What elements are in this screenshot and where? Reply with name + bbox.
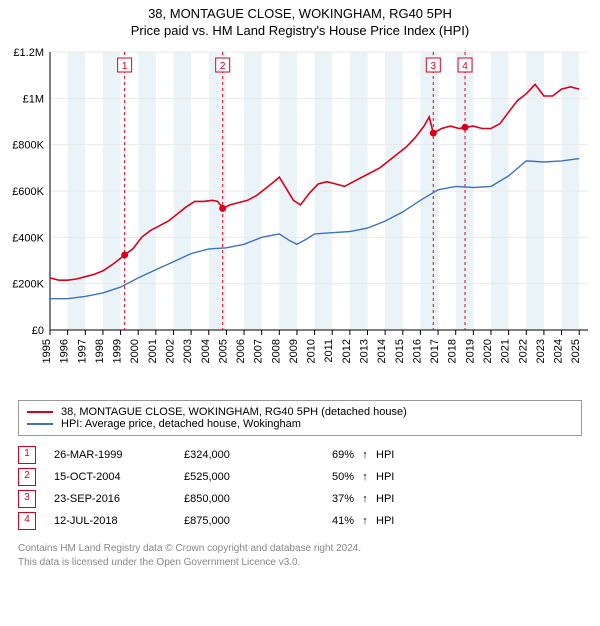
event-date: 26-MAR-1999 xyxy=(54,449,184,461)
legend-label: HPI: Average price, detached house, Woki… xyxy=(61,418,301,430)
legend-swatch xyxy=(27,411,53,413)
event-row: 1 26-MAR-1999£324,00069%↑HPI xyxy=(18,444,582,466)
legend-row: HPI: Average price, detached house, Woki… xyxy=(27,418,573,430)
svg-text:£800K: £800K xyxy=(12,140,44,152)
svg-text:2005: 2005 xyxy=(217,339,229,363)
svg-text:2010: 2010 xyxy=(306,339,318,363)
footer-text: Contains HM Land Registry data © Crown c… xyxy=(18,542,582,569)
svg-text:£600K: £600K xyxy=(12,186,44,198)
event-hpi-label: HPI xyxy=(376,515,394,527)
svg-text:1997: 1997 xyxy=(76,339,88,363)
svg-text:2006: 2006 xyxy=(235,339,247,363)
legend-label: 38, MONTAGUE CLOSE, WOKINGHAM, RG40 5PH … xyxy=(61,406,407,418)
svg-text:£1.2M: £1.2M xyxy=(13,47,44,59)
event-row: 4 12-JUL-2018£875,00041%↑HPI xyxy=(18,510,582,532)
svg-text:2023: 2023 xyxy=(535,339,547,363)
svg-text:1995: 1995 xyxy=(41,339,53,363)
footer-line-2: This data is licensed under the Open Gov… xyxy=(18,556,582,570)
event-row: 3 23-SEP-2016£850,00037%↑HPI xyxy=(18,488,582,510)
svg-text:2009: 2009 xyxy=(288,339,300,363)
svg-text:2011: 2011 xyxy=(323,339,335,363)
chart-title-sub: Price paid vs. HM Land Registry's House … xyxy=(0,23,600,38)
svg-text:2025: 2025 xyxy=(570,339,582,363)
svg-text:3: 3 xyxy=(431,61,437,72)
svg-text:2002: 2002 xyxy=(164,339,176,363)
svg-text:2019: 2019 xyxy=(464,339,476,363)
event-price: £324,000 xyxy=(184,449,294,461)
event-price: £875,000 xyxy=(184,515,294,527)
event-number-box: 4 xyxy=(18,512,36,530)
event-number-box: 1 xyxy=(18,446,36,464)
event-row: 2 15-OCT-2004£525,00050%↑HPI xyxy=(18,466,582,488)
svg-text:2004: 2004 xyxy=(200,339,212,363)
svg-text:2008: 2008 xyxy=(270,339,282,363)
svg-text:2018: 2018 xyxy=(447,339,459,363)
event-pct: 50% xyxy=(294,471,354,483)
event-price: £525,000 xyxy=(184,471,294,483)
svg-text:2020: 2020 xyxy=(482,339,494,363)
svg-text:2015: 2015 xyxy=(394,339,406,363)
event-number-box: 3 xyxy=(18,490,36,508)
svg-text:2013: 2013 xyxy=(359,339,371,363)
svg-text:£400K: £400K xyxy=(12,232,44,244)
svg-text:4: 4 xyxy=(462,61,468,72)
svg-text:2017: 2017 xyxy=(429,339,441,363)
svg-text:2016: 2016 xyxy=(411,339,423,363)
event-hpi-label: HPI xyxy=(376,471,394,483)
svg-text:1998: 1998 xyxy=(94,339,106,363)
events-table: 126-MAR-1999£324,00069%↑HPI215-OCT-2004£… xyxy=(18,444,582,532)
arrow-up-icon: ↑ xyxy=(354,471,376,483)
svg-text:£0: £0 xyxy=(32,325,44,337)
svg-text:2014: 2014 xyxy=(376,339,388,363)
event-pct: 41% xyxy=(294,515,354,527)
svg-text:2024: 2024 xyxy=(553,339,565,363)
svg-text:1999: 1999 xyxy=(112,339,124,363)
event-hpi-label: HPI xyxy=(376,449,394,461)
event-pct: 37% xyxy=(294,493,354,505)
legend-row: 38, MONTAGUE CLOSE, WOKINGHAM, RG40 5PH … xyxy=(27,406,573,418)
svg-text:2: 2 xyxy=(220,61,226,72)
svg-text:1: 1 xyxy=(122,61,128,72)
event-number-box: 2 xyxy=(18,468,36,486)
svg-text:1996: 1996 xyxy=(59,339,71,363)
svg-text:2003: 2003 xyxy=(182,339,194,363)
event-date: 15-OCT-2004 xyxy=(54,471,184,483)
svg-text:£1M: £1M xyxy=(23,93,44,105)
svg-text:2012: 2012 xyxy=(341,339,353,363)
svg-text:2000: 2000 xyxy=(129,339,141,363)
arrow-up-icon: ↑ xyxy=(354,449,376,461)
event-pct: 69% xyxy=(294,449,354,461)
svg-text:2007: 2007 xyxy=(253,339,265,363)
chart-svg: £0 £200K £400K £600K £800K £1M £1.2M 1995 1996 19… xyxy=(0,46,600,394)
svg-text:2022: 2022 xyxy=(517,339,529,363)
event-price: £850,000 xyxy=(184,493,294,505)
svg-text:£200K: £200K xyxy=(12,279,44,291)
chart-title-address: 38, MONTAGUE CLOSE, WOKINGHAM, RG40 5PH xyxy=(0,6,600,21)
event-hpi-label: HPI xyxy=(376,493,394,505)
arrow-up-icon: ↑ xyxy=(354,493,376,505)
arrow-up-icon: ↑ xyxy=(354,515,376,527)
legend: 38, MONTAGUE CLOSE, WOKINGHAM, RG40 5PH … xyxy=(18,400,582,436)
chart-area: £0 £200K £400K £600K £800K £1M £1.2M 1995 1996 19… xyxy=(0,46,600,394)
event-date: 23-SEP-2016 xyxy=(54,493,184,505)
event-date: 12-JUL-2018 xyxy=(54,515,184,527)
svg-text:2001: 2001 xyxy=(147,339,159,363)
legend-swatch xyxy=(27,423,53,425)
svg-text:2021: 2021 xyxy=(500,339,512,363)
footer-line-1: Contains HM Land Registry data © Crown c… xyxy=(18,542,582,556)
